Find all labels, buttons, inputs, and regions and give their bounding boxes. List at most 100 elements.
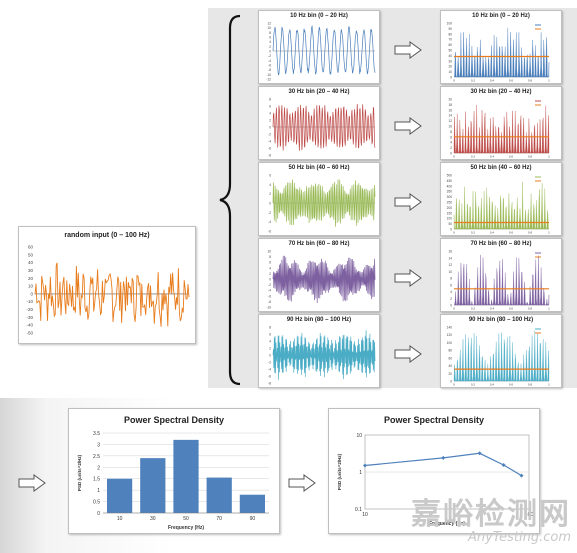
y-tick-label: 18 [448,103,452,107]
y-tick-label: 12 [267,22,271,26]
y-tick-label: 300 [447,195,453,199]
y-tick-label: 0 [269,202,271,206]
y-tick-label: -2 [268,283,271,287]
psd-log-title: Power Spectral Density [383,415,485,425]
y-tick-label: -8 [268,68,271,72]
bin-spectrum-title: 70 Hz bin (60 – 80 Hz) [470,241,532,247]
x-tick-label: 30 [150,516,156,522]
x-tick-label: 0 [453,155,455,159]
y-tick-label: 10 [267,250,271,254]
y-tick-label: 200 [447,206,453,210]
x-tick-label: 0.2 [471,155,476,159]
psd-bar [106,478,133,513]
y-tick-label: -8 [268,382,271,386]
spectrum-area [453,181,550,230]
y-tick-label: 60 [28,245,34,250]
bin-spectrum-chart: 50 Hz bin (40 – 60 Hz) 500 450 400 350 300 250… [440,162,562,236]
x-tick-label: 0.2 [471,79,476,83]
y-tick-label: 0 [269,50,271,54]
x-tick-label: 1 [548,155,550,159]
y-tick-label: 100 [447,341,453,345]
x-tick-label: 0.4 [490,231,495,235]
bin-signal-line [272,330,376,380]
arrow-right-icon [394,193,422,211]
y-tick-label: -4 [268,220,271,224]
y-tick-label: 4 [269,112,271,116]
arrow-right-icon [394,345,422,363]
y-tick-label: 8 [450,277,452,281]
y-tick-label: 120 [447,333,453,337]
bin-plot: 8 6 4 2 0 -2 -4 -6 -8 [268,326,376,386]
x-axis-label: Frequency (Hz) [429,521,465,527]
y-tick-label: -4 [268,289,271,293]
y-tick-label: 100 [447,22,453,26]
y-tick-label: 0 [30,291,33,296]
y-tick-label: 70 [448,38,452,42]
bin-chart-title: 90 Hz bin (80 – 100 Hz) [286,317,352,323]
bin-plot: 108 64 2 0-2 -4-6 -8 -10 [266,250,376,310]
y-tick-label: 2 [269,347,271,351]
y-tick-label: 6 [269,261,271,265]
y-tick-label: 10 [267,26,271,30]
psd-marker [501,462,506,467]
y-tick-label: 60 [448,356,452,360]
y-tick-label: -4 [268,140,271,144]
bin-chart: 70 Hz bin (60 – 80 Hz) 10 8 6 4 2 0 -2 -4 -6 -8 -10 [258,238,380,312]
x-tick-label: 0.8 [528,155,533,159]
y-tick-label: 450 [447,179,453,183]
y-tick-label: 2.5 [93,454,100,460]
y-tick-label: -40 [26,323,33,328]
y-tick-label: 0 [450,304,452,308]
y-tick-label: 0 [450,76,452,80]
watermark: 嘉峪检测网 AnyTesting.com [411,499,571,545]
y-tick-label: 250 [447,201,453,205]
bin-plot: 8 6 4 2 0 -2 -4 -6 -8 [268,98,376,158]
x-tick-label: 50 [183,516,189,522]
y-tick-label: 10 [28,284,34,289]
random-input-title: random input (0 – 100 Hz) [64,232,150,239]
x-tick-label: 0.6 [509,231,514,235]
y-tick-label: -12 [266,78,271,82]
x-tick-label: 0 [453,231,455,235]
brace-icon [219,14,241,386]
bin-spectrum-chart: 90 Hz bin (80 – 100 Hz) 140 120 100 80 60 40 20… [440,314,562,388]
y-tick-label: 400 [447,184,453,188]
y-tick-label: 80 [448,32,452,36]
y-tick-label: -50 [26,331,33,336]
y-tick-label: 14 [448,114,452,118]
x-tick-label: 0.4 [490,383,495,387]
bin-plot: 6 4 2 0 -2 -4 -6 [268,174,376,234]
y-tick-label: 60 [448,43,452,47]
random-input-chart: random input (0 – 100 Hz) 60 50 40 30 20 10 0 -… [18,226,196,344]
y-tick-label: 8 [269,31,271,35]
y-tick-label: 0 [450,228,452,232]
psd-marker [441,455,446,460]
bin-chart: 10 Hz bin (0 – 20 Hz) 12 10 8 6 4 2 0 -2 -4 -6 -8 -1… [258,10,380,84]
psd-bar-title: Power Spectral Density [123,415,225,425]
y-tick-label: 20 [448,372,452,376]
bin-chart-title: 50 Hz bin (40 – 60 Hz) [288,165,350,171]
y-tick-label: 40 [448,54,452,58]
y-tick-label: 6 [269,174,271,178]
x-tick-label: 1 [548,307,550,311]
y-tick-label: 20 [448,65,452,69]
y-tick-label: 100 [447,217,453,221]
arrow-right-icon [288,474,316,492]
y-tick-label: -6 [268,375,271,379]
y-tick-label: 6 [450,283,452,287]
y-tick-label: 500 [447,174,453,178]
y-tick-label: 90 [448,27,452,31]
y-tick-label: -6 [268,230,271,234]
y-tick-label: 3.5 [93,431,100,437]
psd-bar [173,439,199,513]
y-tick-label: -6 [268,64,271,68]
y-tick-label: 140 [447,326,453,330]
psd-marker [477,451,482,456]
y-tick-label: 1 [97,488,100,494]
y-tick-label: 2 [269,119,271,123]
x-tick-label: 0.6 [509,155,514,159]
y-tick-label: 6 [269,36,271,40]
y-tick-label: 30 [448,59,452,63]
